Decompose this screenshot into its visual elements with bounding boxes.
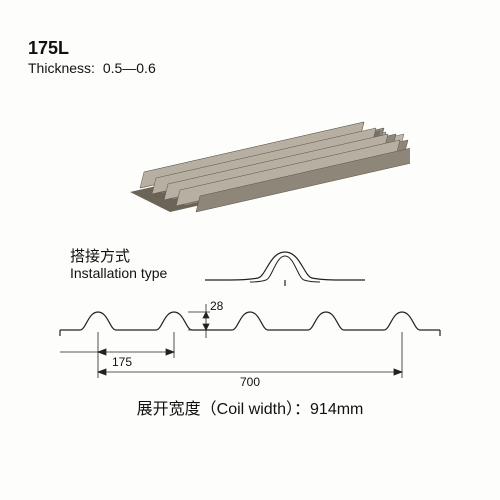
installation-label-en: Installation type — [70, 265, 167, 281]
installation-profile — [200, 240, 370, 290]
coil-width-row: 展开宽度（Coil width）：914mm — [0, 395, 500, 419]
sheet-render — [110, 72, 410, 232]
dim-pitch: 175 — [112, 355, 132, 369]
coil-width-label-cn: 展开宽度 — [137, 401, 201, 418]
dim-height: 28 — [210, 300, 224, 313]
paren-close: ）： — [286, 401, 310, 418]
coil-width-value: 914mm — [310, 401, 363, 418]
model-code: 175L — [28, 38, 69, 59]
dim-total: 700 — [240, 375, 260, 389]
paren-open: （ — [201, 401, 217, 418]
installation-label-cn: 搭接方式 — [70, 245, 130, 266]
dimension-profile: 28 175 700 — [30, 300, 470, 390]
thickness-label: Thickness: — [28, 60, 95, 76]
coil-width-label-en: Coil width — [217, 401, 286, 418]
